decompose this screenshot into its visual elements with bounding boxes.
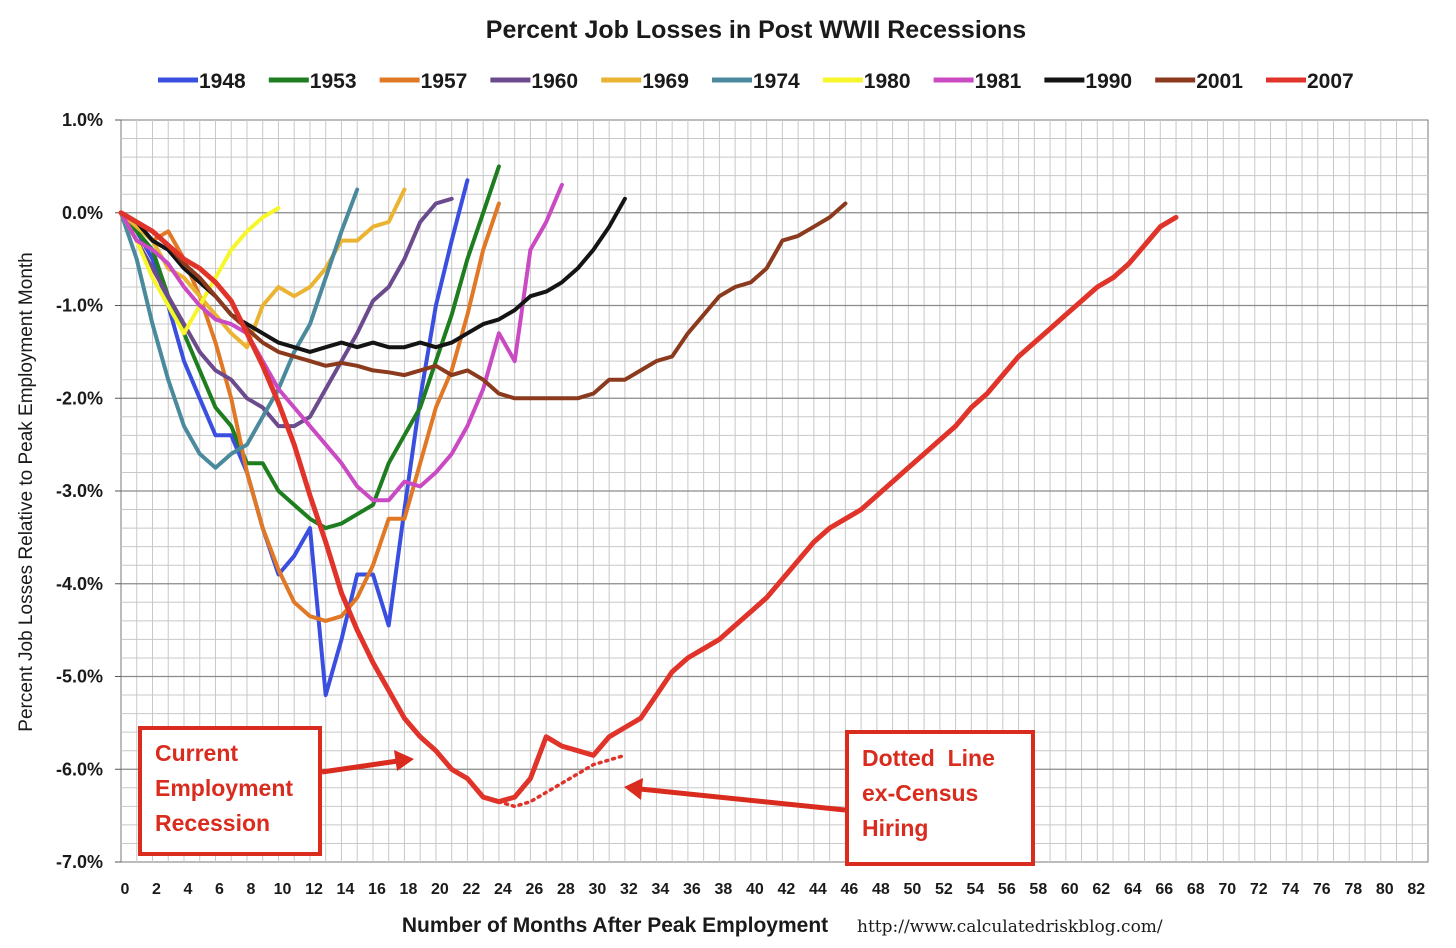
chart-title: Percent Job Losses in Post WWII Recessio… (486, 16, 1026, 44)
x-tick-label: 16 (368, 881, 386, 898)
x-tick-label: 70 (1218, 881, 1236, 898)
x-tick-label: 26 (526, 881, 544, 898)
y-tick-label: -5.0% (56, 667, 103, 687)
series-line-1969 (119, 187, 407, 350)
x-tick-label: 78 (1344, 881, 1362, 898)
y-tick-label: -4.0% (56, 574, 103, 594)
series-lines (118, 164, 1179, 809)
legend-label-1960: 1960 (531, 70, 578, 93)
series-line-1948 (119, 178, 470, 698)
x-tick-label: 28 (557, 881, 575, 898)
x-tick-label: 8 (247, 881, 256, 898)
legend-label-1990: 1990 (1085, 70, 1132, 93)
x-tick-label: 42 (777, 881, 795, 898)
y-tick-label: 1.0% (62, 110, 103, 130)
x-tick-label: 64 (1124, 881, 1142, 898)
y-axis-label: Percent Job Losses Relative to Peak Empl… (16, 252, 37, 731)
x-tick-label: 74 (1281, 881, 1299, 898)
legend: 1948 1953 1957 1960 1969 1974 1980 1981 1990 2001… (158, 70, 1354, 93)
x-tick-label: 0 (121, 881, 130, 898)
x-tick-label: 36 (683, 881, 701, 898)
x-tick-label: 10 (274, 881, 292, 898)
legend-label-1957: 1957 (421, 70, 468, 93)
y-tick-label: -6.0% (56, 759, 103, 779)
annotation-dotted-line: Dotted Line (862, 745, 995, 771)
x-tick-label: 14 (337, 881, 355, 898)
annotation-current-line: Recession (155, 810, 270, 836)
annotation-current-box (138, 726, 322, 856)
annotation-current-line: Current (155, 740, 238, 766)
legend-label-2007: 2007 (1307, 70, 1354, 93)
x-tick-label: 44 (809, 881, 827, 898)
x-tick-label: 72 (1250, 881, 1268, 898)
annotation-dotted-box (845, 730, 1035, 866)
y-tick-label: -1.0% (56, 296, 103, 316)
annotation-current-arrowhead (394, 750, 414, 771)
y-tick-label: -7.0% (56, 852, 103, 872)
axes: 1.0% 0.0% -1.0% -2.0% -3.0% -4.0% -5.0% -6.0% -7… (56, 110, 1425, 898)
series-line-2007 (118, 210, 1179, 805)
legend-label-1969: 1969 (642, 70, 689, 93)
x-tick-label: 56 (998, 881, 1016, 898)
legend-label-1980: 1980 (864, 70, 911, 93)
x-axis-label: Number of Months After Peak Employment (402, 914, 828, 937)
x-tick-label: 38 (714, 881, 732, 898)
x-tick-label: 60 (1061, 881, 1079, 898)
x-tick-label: 66 (1155, 881, 1173, 898)
x-tick-label: 62 (1092, 881, 1110, 898)
annotations: Current Employment Recession Dotted Line… (138, 726, 1035, 866)
annotation-current-arrow (321, 758, 399, 775)
x-tick-label: 46 (840, 881, 858, 898)
x-tick-label: 82 (1407, 881, 1425, 898)
legend-label-1981: 1981 (975, 70, 1022, 93)
series-line-1981 (119, 182, 564, 503)
y-tick-label: -3.0% (56, 481, 103, 501)
grid (120, 119, 1429, 863)
series-line-2007-ex-census (497, 753, 627, 809)
annotation-dotted-line: Hiring (862, 815, 928, 841)
x-tick-label: 50 (903, 881, 921, 898)
x-tick-label: 30 (589, 881, 607, 898)
x-tick-label: 32 (620, 881, 638, 898)
y-tick-label: 0.0% (62, 203, 103, 223)
x-tick-label: 54 (966, 881, 984, 898)
x-tick-label: 68 (1187, 881, 1205, 898)
x-tick-label: 80 (1376, 881, 1394, 898)
legend-label-2001: 2001 (1196, 70, 1243, 93)
x-tick-label: 4 (184, 881, 193, 898)
x-tick-label: 40 (746, 881, 764, 898)
x-tick-label: 76 (1313, 881, 1331, 898)
x-tick-label: 24 (494, 881, 512, 898)
x-tick-label: 22 (463, 881, 481, 898)
x-tick-label: 6 (215, 881, 224, 898)
annotation-dotted-line: ex-Census (862, 780, 978, 806)
x-tick-label: 58 (1029, 881, 1047, 898)
series-line-1974 (119, 187, 360, 470)
annotation-dotted-arrow (639, 786, 846, 813)
y-tick-label: -2.0% (56, 388, 103, 408)
x-tick-label: 48 (872, 881, 890, 898)
x-tick-label: 12 (305, 881, 323, 898)
annotation-dotted-arrowhead (624, 778, 643, 800)
x-tick-label: 18 (400, 881, 418, 898)
x-tick-label: 20 (431, 881, 449, 898)
annotation-current-line: Employment (155, 775, 293, 801)
legend-label-1948: 1948 (199, 70, 246, 93)
legend-label-1953: 1953 (310, 70, 357, 93)
x-tick-label: 2 (152, 881, 161, 898)
legend-label-1974: 1974 (753, 70, 800, 93)
source-url: http://www.calculatedriskblog.com/ (857, 917, 1163, 937)
x-tick-label: 52 (935, 881, 953, 898)
x-tick-label: 34 (651, 881, 669, 898)
